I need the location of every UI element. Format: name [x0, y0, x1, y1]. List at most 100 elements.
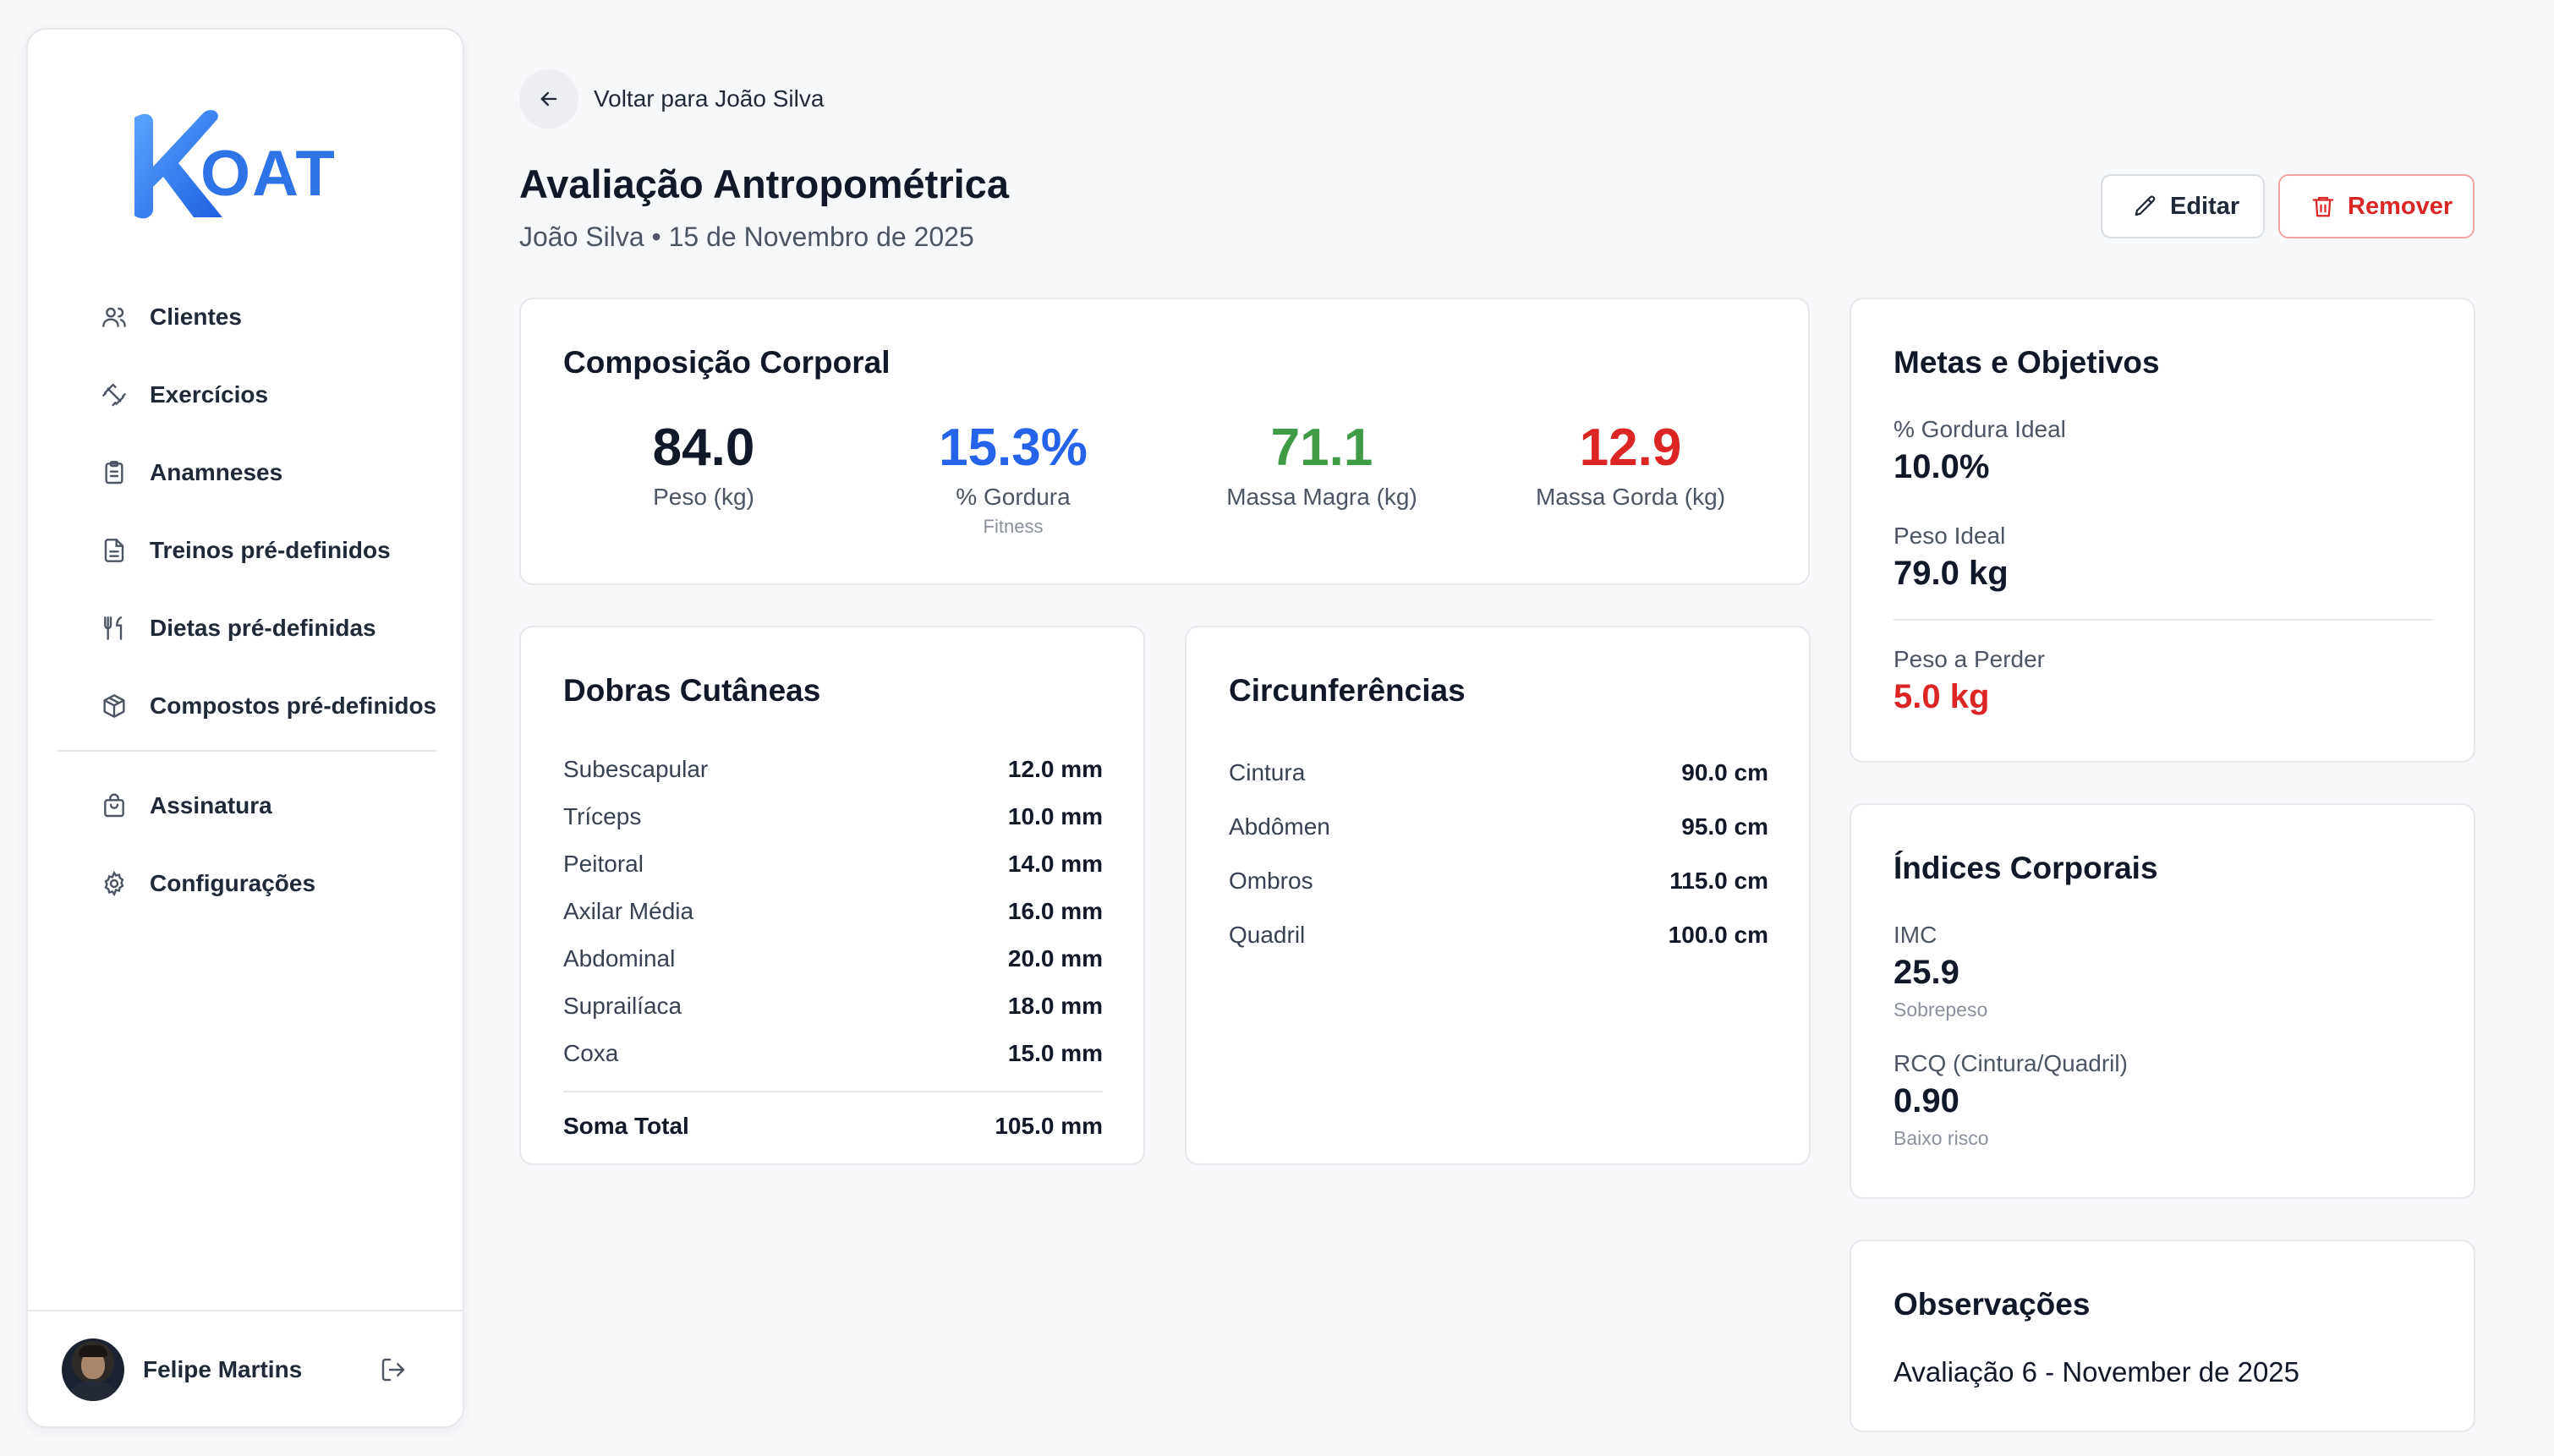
row-label: Ombros [1229, 868, 1313, 894]
card-title: Circunferências [1229, 673, 1466, 708]
skinfolds-list: Subescapular 12.0 mm Tríceps 10.0 mm Peito… [563, 746, 1103, 1150]
row-label: Tríceps [563, 803, 642, 829]
weight-to-lose-field: Peso a Perder 5.0 kg [1894, 646, 2045, 716]
card-title: Composição Corporal [563, 345, 891, 380]
list-item: Ombros 115.0 cm [1229, 854, 1768, 908]
ideal-fat-field: % Gordura Ideal 10.0% [1894, 416, 2066, 486]
stat-label: % Gordura [956, 484, 1071, 510]
card-title: Índices Corporais [1894, 851, 2158, 885]
list-item: Suprailíaca 18.0 mm [563, 983, 1103, 1030]
ideal-weight-field: Peso Ideal 79.0 kg [1894, 523, 2009, 593]
field-label: Peso Ideal [1894, 523, 2006, 549]
shopping-bag-icon [104, 793, 124, 818]
nav-divider [57, 750, 437, 752]
koat-logo[interactable]: OAT [109, 92, 380, 236]
sidebar-item-label: Exercícios [150, 381, 269, 408]
total-row: Soma Total 105.0 mm [563, 1091, 1103, 1150]
field-label: IMC [1894, 922, 1937, 948]
row-label: Subescapular [563, 756, 709, 782]
field-label: % Gordura Ideal [1894, 416, 2066, 442]
document-icon [104, 539, 124, 562]
goals-card: Metas e Objetivos % Gordura Ideal 10.0% … [1850, 298, 2475, 763]
back-button[interactable] [519, 69, 578, 129]
sidebar-item-label: Dietas pré-definidas [150, 615, 376, 641]
sidebar-item-assinatura[interactable]: Assinatura [57, 772, 437, 840]
sidebar-item-exercicios[interactable]: Exercícios [57, 361, 437, 429]
field-note: Baixo risco [1894, 1127, 1989, 1149]
list-item: Axilar Média 16.0 mm [563, 888, 1103, 935]
card-title: Dobras Cutâneas [563, 673, 821, 708]
total-label: Soma Total [563, 1113, 689, 1139]
row-label: Abdominal [563, 945, 676, 972]
list-item: Abdômen 95.0 cm [1229, 800, 1768, 854]
list-item: Coxa 15.0 mm [563, 1030, 1103, 1077]
stat-lean-mass: 71.1 Massa Magra (kg) [1195, 418, 1449, 511]
observations-card: Observações Avaliação 6 - November de 20… [1850, 1240, 2475, 1432]
row-value: 90.0 cm [1681, 759, 1768, 785]
sidebar-footer: Felipe Martins [28, 1310, 463, 1426]
row-label: Cintura [1229, 759, 1306, 785]
list-item: Tríceps 10.0 mm [563, 793, 1103, 840]
avatar[interactable] [62, 1338, 124, 1401]
sidebar-nav: Clientes Exercícios Anamneses Treinos pr… [57, 283, 437, 928]
row-label: Axilar Média [563, 898, 694, 924]
sidebar-item-dietas[interactable]: Dietas pré-definidas [57, 594, 437, 662]
field-value: 0.90 [1894, 1082, 1959, 1119]
sidebar-item-clientes[interactable]: Clientes [57, 283, 437, 351]
row-label: Suprailíaca [563, 993, 682, 1019]
package-icon [103, 694, 125, 718]
stat-body-fat: 15.3% % Gordura Fitness [886, 418, 1140, 538]
svg-text:OAT: OAT [200, 138, 337, 210]
divider [1894, 619, 2433, 621]
skinfolds-card: Dobras Cutâneas Subescapular 12.0 mm Tríc… [519, 626, 1145, 1165]
stat-label: Peso (kg) [653, 484, 754, 510]
sidebar-item-label: Compostos pré-definidos [150, 692, 437, 719]
row-value: 14.0 mm [1007, 851, 1103, 877]
list-item: Cintura 90.0 cm [1229, 746, 1768, 800]
page-subtitle: João Silva • 15 de Novembro de 2025 [519, 222, 974, 252]
stat-weight: 84.0 Peso (kg) [577, 418, 830, 511]
row-label: Quadril [1229, 922, 1306, 948]
arrow-left-icon [540, 91, 557, 107]
pencil-icon [2135, 195, 2156, 216]
edit-button[interactable]: Editar [2101, 174, 2265, 238]
sidebar-item-configuracoes[interactable]: Configurações [57, 850, 437, 917]
row-value: 10.0 mm [1007, 803, 1103, 829]
stat-label: Massa Magra (kg) [1226, 484, 1417, 510]
logout-icon[interactable] [380, 1356, 407, 1383]
back-link[interactable]: Voltar para João Silva [519, 69, 824, 129]
imc-field: IMC 25.9 Sobrepeso [1894, 922, 1987, 1021]
trash-icon [2312, 196, 2334, 217]
list-item: Subescapular 12.0 mm [563, 746, 1103, 793]
sidebar-item-anamneses[interactable]: Anamneses [57, 439, 437, 506]
sidebar-item-treinos[interactable]: Treinos pré-definidos [57, 517, 437, 584]
clipboard-icon [105, 461, 123, 484]
field-note: Sobrepeso [1894, 999, 1988, 1021]
sidebar-item-compostos[interactable]: Compostos pré-definidos [57, 672, 437, 740]
observations-text: Avaliação 6 - November de 2025 [1894, 1356, 2300, 1388]
card-title: Observações [1894, 1287, 2091, 1322]
avatar-hair [79, 1345, 107, 1357]
row-label: Coxa [563, 1040, 619, 1066]
stat-value: 84.0 [652, 419, 755, 477]
sidebar-item-label: Treinos pré-definidos [150, 537, 391, 563]
stat-fat-mass: 12.9 Massa Gorda (kg) [1504, 418, 1757, 511]
stat-label: Massa Gorda (kg) [1535, 484, 1726, 510]
row-value: 100.0 cm [1668, 922, 1768, 948]
row-label: Peitoral [563, 851, 644, 877]
row-value: 95.0 cm [1681, 813, 1768, 840]
sidebar-item-label: Configurações [150, 870, 316, 896]
back-label[interactable]: Voltar para João Silva [594, 85, 825, 112]
body-indices-card: Índices Corporais IMC 25.9 Sobrepeso RCQ… [1850, 803, 2475, 1199]
remove-button[interactable]: Remover [2278, 174, 2475, 238]
gear-icon [104, 870, 124, 897]
sidebar: OAT Clientes Exercícios Anamneses Treino… [26, 28, 464, 1428]
row-value: 20.0 mm [1007, 945, 1103, 972]
edit-label: Editar [2170, 192, 2240, 220]
sidebar-item-label: Assinatura [150, 792, 272, 818]
dumbbell-icon [102, 383, 126, 407]
row-label: Abdômen [1229, 813, 1330, 840]
stat-value: 12.9 [1579, 419, 1682, 477]
card-title: Metas e Objetivos [1894, 345, 2160, 380]
rcq-field: RCQ (Cintura/Quadril) 0.90 Baixo risco [1894, 1050, 2128, 1150]
